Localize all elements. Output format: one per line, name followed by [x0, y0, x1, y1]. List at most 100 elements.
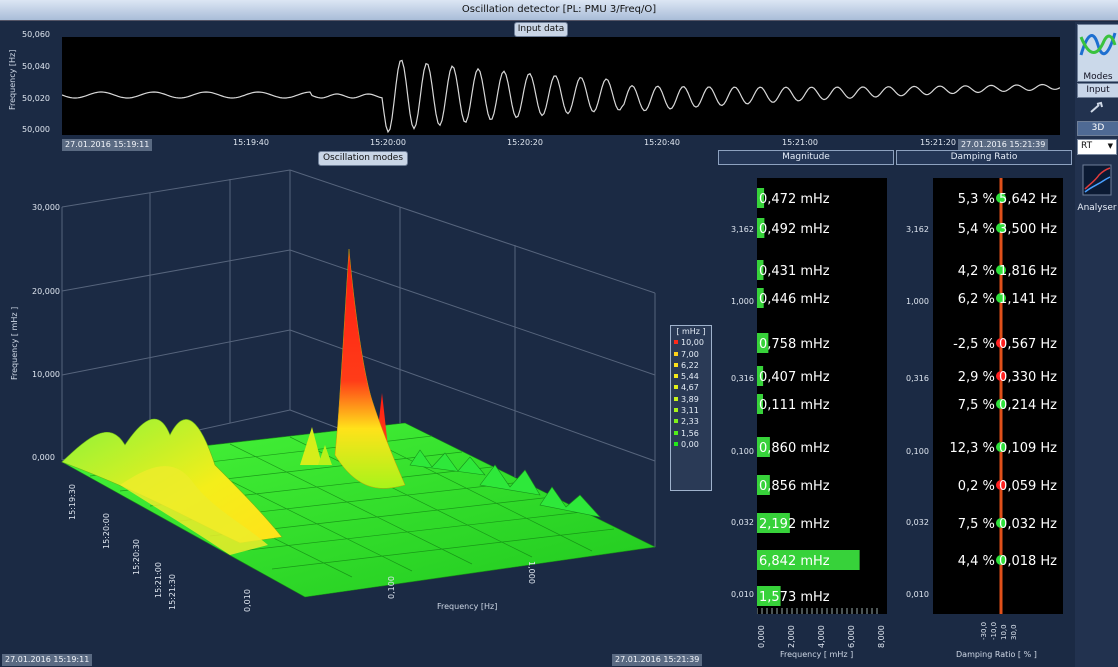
frequency-trace — [61, 59, 1061, 134]
damping-value: 5,4 % 3,500 Hz — [958, 222, 1057, 237]
legend-item-label: 6,22 — [681, 360, 699, 370]
oscillation-3d-plot[interactable] — [0, 165, 720, 645]
magnitude-bar — [757, 288, 764, 308]
modes-label: Modes — [1083, 72, 1113, 82]
damping-ytick: 0,010 — [906, 590, 929, 599]
legend-swatch — [674, 441, 678, 446]
magnitude-value: 1,573 mHz — [759, 590, 830, 605]
legend-swatch — [674, 430, 678, 435]
input-button[interactable]: Input — [1077, 83, 1118, 98]
top-xtick-0: 15:19:40 — [233, 138, 269, 147]
magnitude-value: 0,758 mHz — [759, 337, 830, 352]
magnitude-value: 0,860 mHz — [759, 441, 830, 456]
magnitude-xtick: 0,000 — [757, 625, 766, 648]
time-tick-0: 15:19:30 — [68, 484, 77, 520]
input-data-header[interactable]: Input data — [514, 22, 568, 37]
damping-marker — [996, 371, 1006, 381]
top-ytick-3: 50,000 — [22, 125, 50, 134]
z-tick-1: 20,000 — [32, 287, 60, 296]
magnitude-ytick: 0,316 — [731, 374, 754, 383]
damping-value: 0,2 % 0,059 Hz — [958, 479, 1057, 494]
damping-xtick: 10,0 — [1000, 624, 1008, 640]
legend-item-label: 10,00 — [681, 338, 704, 348]
legend-item: 7,00 — [671, 349, 711, 360]
top-xtick-4: 15:21:00 — [782, 138, 818, 147]
magnitude-bar — [757, 366, 764, 386]
magnitude-xtick: 4,000 — [817, 625, 826, 648]
title-bar: Oscillation detector [PL: PMU 3/Freq/O] — [0, 0, 1118, 21]
damping-marker — [996, 399, 1006, 409]
legend-title: [ mHz ] — [676, 327, 706, 336]
damping-marker — [996, 480, 1006, 490]
legend-swatch — [674, 419, 678, 424]
damping-svg: 5,3 % 5,642 Hz 5,4 % 3,500 Hz 4,2 % 1,816 … — [949, 178, 1057, 614]
top-end-time: 27.01.2016 15:21:39 — [958, 139, 1049, 151]
magnitude-bar — [757, 333, 769, 353]
legend-item-label: 7,00 — [681, 349, 699, 359]
magnitude-value: 2,192 mHz — [759, 517, 830, 532]
damping-marker — [996, 193, 1006, 203]
input-data-plot[interactable] — [61, 37, 1061, 135]
tools-button[interactable] — [1077, 99, 1117, 117]
legend-item: 10,00 — [671, 337, 711, 348]
legend-item: 6,22 — [671, 360, 711, 371]
legend-item: 3,11 — [671, 405, 711, 416]
magnitude-xtick: 8,000 — [877, 625, 886, 648]
magnitude-value: 0,856 mHz — [759, 479, 830, 494]
magnitude-ytick: 0,032 — [731, 518, 754, 527]
damping-marker — [996, 293, 1006, 303]
mode-select[interactable]: RT ▼ — [1077, 139, 1117, 155]
color-legend: [ mHz ] 10,00 7,00 6,22 5,44 4,67 3,89 3,11 2,3… — [670, 325, 712, 491]
top-xtick-2: 15:20:20 — [507, 138, 543, 147]
magnitude-value: 0,431 mHz — [759, 264, 830, 279]
z-tick-2: 10,000 — [32, 370, 60, 379]
legend-item-label: 0,00 — [681, 439, 699, 449]
legend-item: 5,44 — [671, 371, 711, 382]
top-ytick-2: 50,020 — [22, 94, 50, 103]
magnitude-value: 0,446 mHz — [759, 292, 830, 307]
low-frequency-ridge-2 — [120, 466, 268, 555]
legend-item: 0,00 — [671, 439, 711, 450]
view-3d-button[interactable]: 3D — [1077, 121, 1118, 136]
top-xtick-3: 15:20:40 — [644, 138, 680, 147]
magnitude-bar — [757, 513, 790, 533]
freq-tick-0: 0,010 — [242, 589, 252, 612]
top-ylabel: Frequency [Hz] — [8, 49, 17, 110]
analyser-label: Analyser — [1077, 203, 1117, 213]
magnitude-ytick: 0,100 — [731, 447, 754, 456]
main-peak — [334, 248, 406, 489]
magnitude-value: 0,492 mHz — [759, 222, 830, 237]
damping-value: 5,3 % 5,642 Hz — [958, 192, 1057, 207]
damping-marker — [996, 223, 1006, 233]
magnitude-plot[interactable]: 0,472 mHz 0,492 mHz 0,431 mHz 0,446 mHz 0,75… — [756, 178, 887, 614]
legend-swatch — [674, 340, 678, 345]
damping-header[interactable]: Damping Ratio — [896, 150, 1072, 165]
damping-plot[interactable]: 5,3 % 5,642 Hz 5,4 % 3,500 Hz 4,2 % 1,816 … — [933, 178, 1063, 614]
magnitude-ytick: 3,162 — [731, 225, 754, 234]
analyser-button[interactable]: Analyser — [1077, 163, 1117, 215]
magnitude-value: 0,407 mHz — [759, 370, 830, 385]
damping-value: 7,5 % 0,214 Hz — [958, 398, 1057, 413]
z-tick-3: 0,000 — [32, 453, 55, 462]
damping-ytick: 0,316 — [906, 374, 929, 383]
freq-tick-2: 1,000 — [526, 561, 536, 584]
z-tick-0: 30,000 — [32, 203, 60, 212]
freq-tick-1: 0,100 — [386, 576, 396, 599]
magnitude-bar — [757, 586, 781, 606]
oscillation-modes-header[interactable]: Oscillation modes — [318, 151, 408, 166]
bottom-end-time: 27.01.2016 15:21:39 — [612, 654, 703, 666]
damping-xtick: -30,0 — [980, 621, 988, 640]
legend-swatch — [674, 385, 678, 390]
legend-swatch — [674, 408, 678, 413]
legend-swatch — [674, 351, 678, 356]
modes-button[interactable]: Modes — [1077, 24, 1118, 82]
magnitude-header[interactable]: Magnitude — [718, 150, 894, 165]
damping-value: 4,4 % 0,018 Hz — [958, 554, 1057, 569]
time-tick-1: 15:20:00 — [102, 513, 111, 549]
legend-item-label: 1,56 — [681, 428, 699, 438]
magnitude-bar — [757, 218, 765, 238]
damping-ytick: 0,100 — [906, 447, 929, 456]
magnitude-bar — [757, 550, 860, 570]
damping-value: -2,5 % 0,567 Hz — [953, 337, 1057, 352]
mode-select-value: RT — [1081, 141, 1093, 151]
